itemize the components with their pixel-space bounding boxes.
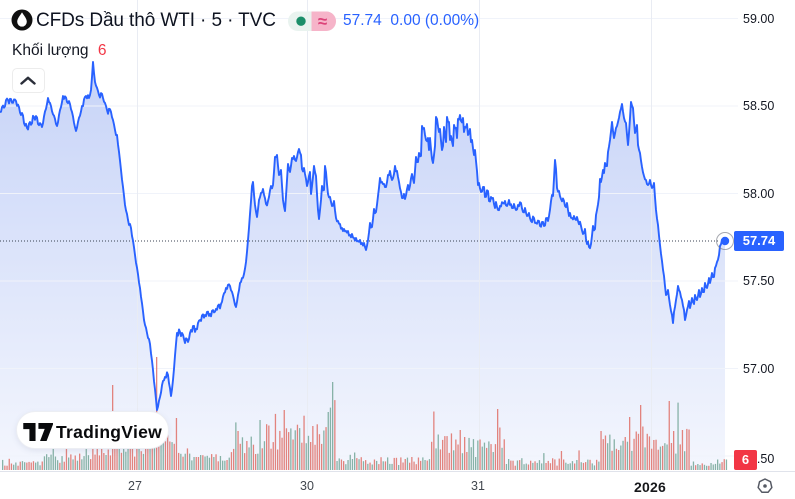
svg-text:≈: ≈ bbox=[318, 12, 327, 31]
